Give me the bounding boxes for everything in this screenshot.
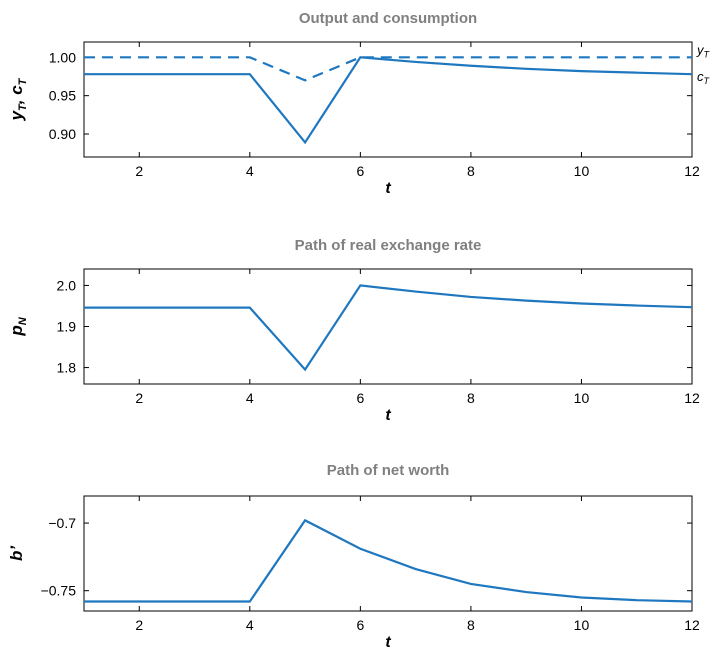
y-tick-label: 2.0	[57, 277, 77, 293]
x-tick-label: 4	[246, 617, 254, 633]
chart-panel-2: Path of real exchange rate 2 4 6 8 10 12 1.8 1.9…	[7, 237, 700, 424]
series-line-yt	[84, 56, 692, 82]
x-tick-label: 4	[246, 390, 254, 406]
y-tick-label: 1.00	[49, 49, 76, 65]
y-axis-label: yT​, cT​	[7, 77, 29, 121]
legend-label-yt: yT	[696, 42, 711, 59]
x-tick-label: 12	[684, 617, 700, 633]
x-tick-label: 2	[135, 390, 143, 406]
x-tick-label: 10	[574, 390, 590, 406]
chart-title: Output and consumption	[299, 10, 477, 27]
x-tick-label: 6	[356, 390, 364, 406]
y-axis-label: b’	[7, 546, 26, 561]
plot-frame	[83, 268, 693, 385]
x-axis-label: t	[385, 407, 391, 424]
x-tick-label: 2	[135, 163, 143, 179]
x-tick-label: 8	[467, 617, 475, 633]
x-tick-label: 8	[467, 163, 475, 179]
chart-panel-3: Path of net worth 2 4 6 8 10 12 −0.75 −0.7 t b’	[7, 462, 700, 651]
x-tick-label: 2	[135, 617, 143, 633]
plot-frame	[83, 41, 693, 158]
y-tick-label: 1.8	[57, 360, 77, 376]
x-tick-label: 6	[356, 163, 364, 179]
x-tick-label: 10	[574, 617, 590, 633]
x-axis-label: t	[385, 180, 391, 197]
x-axis-label: t	[385, 634, 391, 651]
y-axis-label: pN​	[7, 316, 29, 336]
chart-title: Path of net worth	[327, 462, 450, 479]
x-tick-label: 4	[246, 163, 254, 179]
x-tick-label: 6	[356, 617, 364, 633]
y-tick-label: 1.9	[57, 319, 77, 335]
y-tick-label: −0.75	[41, 583, 77, 599]
y-tick-label: 0.95	[49, 88, 76, 104]
y-tick-label: 0.90	[49, 126, 76, 142]
series-line-1	[84, 284, 693, 372]
series-line-ct	[84, 56, 693, 145]
series-line-1	[84, 518, 693, 603]
y-tick-label: −0.7	[48, 515, 76, 531]
legend-label-ct: cT	[697, 69, 711, 86]
chart-panel-1: Output and consumption 2 4 6 8 10 12 0.90 0.95 1.…	[7, 10, 711, 197]
chart-title: Path of real exchange rate	[295, 237, 482, 254]
x-tick-label: 10	[574, 163, 590, 179]
x-tick-label: 8	[467, 390, 475, 406]
plot-frame	[83, 495, 693, 612]
x-tick-label: 12	[684, 390, 700, 406]
x-tick-label: 12	[684, 163, 700, 179]
